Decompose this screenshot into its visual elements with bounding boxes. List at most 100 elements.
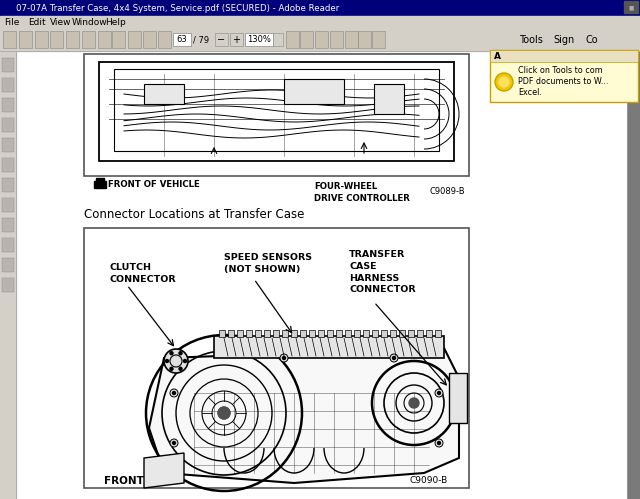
Bar xyxy=(158,31,171,48)
Bar xyxy=(390,330,396,337)
Bar xyxy=(300,31,313,48)
Text: Connector Locations at Transfer Case: Connector Locations at Transfer Case xyxy=(84,208,305,221)
Text: ■: ■ xyxy=(628,5,634,10)
Text: A: A xyxy=(494,51,501,60)
Bar xyxy=(264,330,270,337)
Bar xyxy=(2,118,14,132)
Text: SPEED SENSORS
(NOT SHOWN): SPEED SENSORS (NOT SHOWN) xyxy=(224,253,312,274)
Bar xyxy=(2,98,14,112)
Circle shape xyxy=(499,77,509,87)
Bar xyxy=(2,198,14,212)
Circle shape xyxy=(282,356,285,359)
Bar xyxy=(245,33,273,46)
Bar xyxy=(318,330,324,337)
Circle shape xyxy=(390,354,398,362)
Circle shape xyxy=(179,352,182,355)
Bar xyxy=(0,29,640,51)
Text: 63: 63 xyxy=(177,35,188,44)
Bar xyxy=(2,218,14,232)
Text: 07-07A Transfer Case, 4x4 System, Service.pdf (SECURED) - Adobe Reader: 07-07A Transfer Case, 4x4 System, Servic… xyxy=(16,3,339,12)
Bar xyxy=(82,31,95,48)
Bar xyxy=(2,78,14,92)
Circle shape xyxy=(170,367,173,370)
Text: FOUR-WHEEL
DRIVE CONTROLLER: FOUR-WHEEL DRIVE CONTROLLER xyxy=(314,182,410,203)
Bar xyxy=(363,330,369,337)
Bar xyxy=(144,84,184,104)
Circle shape xyxy=(179,367,182,370)
Bar xyxy=(273,330,279,337)
Text: / 79: / 79 xyxy=(193,35,209,44)
Bar xyxy=(230,33,243,46)
Bar xyxy=(2,238,14,252)
Circle shape xyxy=(409,398,419,408)
Text: C9090-B: C9090-B xyxy=(409,476,447,485)
Bar xyxy=(246,330,252,337)
Bar xyxy=(273,33,283,46)
Circle shape xyxy=(280,354,288,362)
Bar xyxy=(112,31,125,48)
Bar xyxy=(2,278,14,292)
Text: Co: Co xyxy=(585,35,598,45)
Bar xyxy=(282,330,288,337)
Bar xyxy=(255,330,261,337)
Bar xyxy=(345,330,351,337)
Text: PDF documents to W...: PDF documents to W... xyxy=(518,77,609,86)
Text: CLUTCH
CONNECTOR: CLUTCH CONNECTOR xyxy=(109,263,175,284)
Circle shape xyxy=(438,392,440,395)
Bar xyxy=(490,50,638,62)
Bar xyxy=(237,330,243,337)
Text: Excel.: Excel. xyxy=(518,88,542,97)
Bar xyxy=(50,31,63,48)
Bar xyxy=(143,31,156,48)
Bar xyxy=(381,330,387,337)
Circle shape xyxy=(164,349,188,373)
Bar xyxy=(286,31,299,48)
Bar xyxy=(449,373,467,423)
Text: Edit: Edit xyxy=(28,18,45,27)
Circle shape xyxy=(495,73,513,91)
Bar xyxy=(354,330,360,337)
Circle shape xyxy=(438,442,440,445)
Bar xyxy=(372,330,378,337)
Text: Window: Window xyxy=(72,18,108,27)
Bar xyxy=(0,51,16,499)
Circle shape xyxy=(218,407,230,419)
Bar xyxy=(66,31,79,48)
Bar xyxy=(3,31,16,48)
Bar xyxy=(96,178,104,183)
Bar xyxy=(0,16,640,29)
Bar xyxy=(399,330,405,337)
Bar xyxy=(173,33,191,46)
Bar xyxy=(327,330,333,337)
Text: 130%: 130% xyxy=(247,35,271,44)
Text: Help: Help xyxy=(105,18,125,27)
Circle shape xyxy=(435,439,443,447)
Bar xyxy=(84,228,469,488)
Bar xyxy=(2,58,14,72)
Bar xyxy=(2,258,14,272)
Circle shape xyxy=(173,442,175,445)
Bar xyxy=(374,84,404,114)
Text: View: View xyxy=(50,18,72,27)
Bar xyxy=(336,330,342,337)
Circle shape xyxy=(392,356,396,359)
Bar xyxy=(94,181,106,188)
Polygon shape xyxy=(149,348,459,483)
Circle shape xyxy=(170,439,178,447)
Bar xyxy=(16,51,640,499)
Polygon shape xyxy=(144,453,184,488)
Text: FRONT OF VEHICLE: FRONT OF VEHICLE xyxy=(108,180,200,189)
Bar xyxy=(624,1,638,13)
Bar xyxy=(35,31,48,48)
Bar xyxy=(315,31,328,48)
Bar xyxy=(345,31,358,48)
Bar xyxy=(2,138,14,152)
Circle shape xyxy=(435,389,443,397)
Text: Tools: Tools xyxy=(519,35,543,45)
Bar xyxy=(426,330,432,337)
Circle shape xyxy=(173,392,175,395)
Bar xyxy=(128,31,141,48)
Bar xyxy=(372,31,385,48)
Bar xyxy=(2,178,14,192)
Bar xyxy=(309,330,315,337)
